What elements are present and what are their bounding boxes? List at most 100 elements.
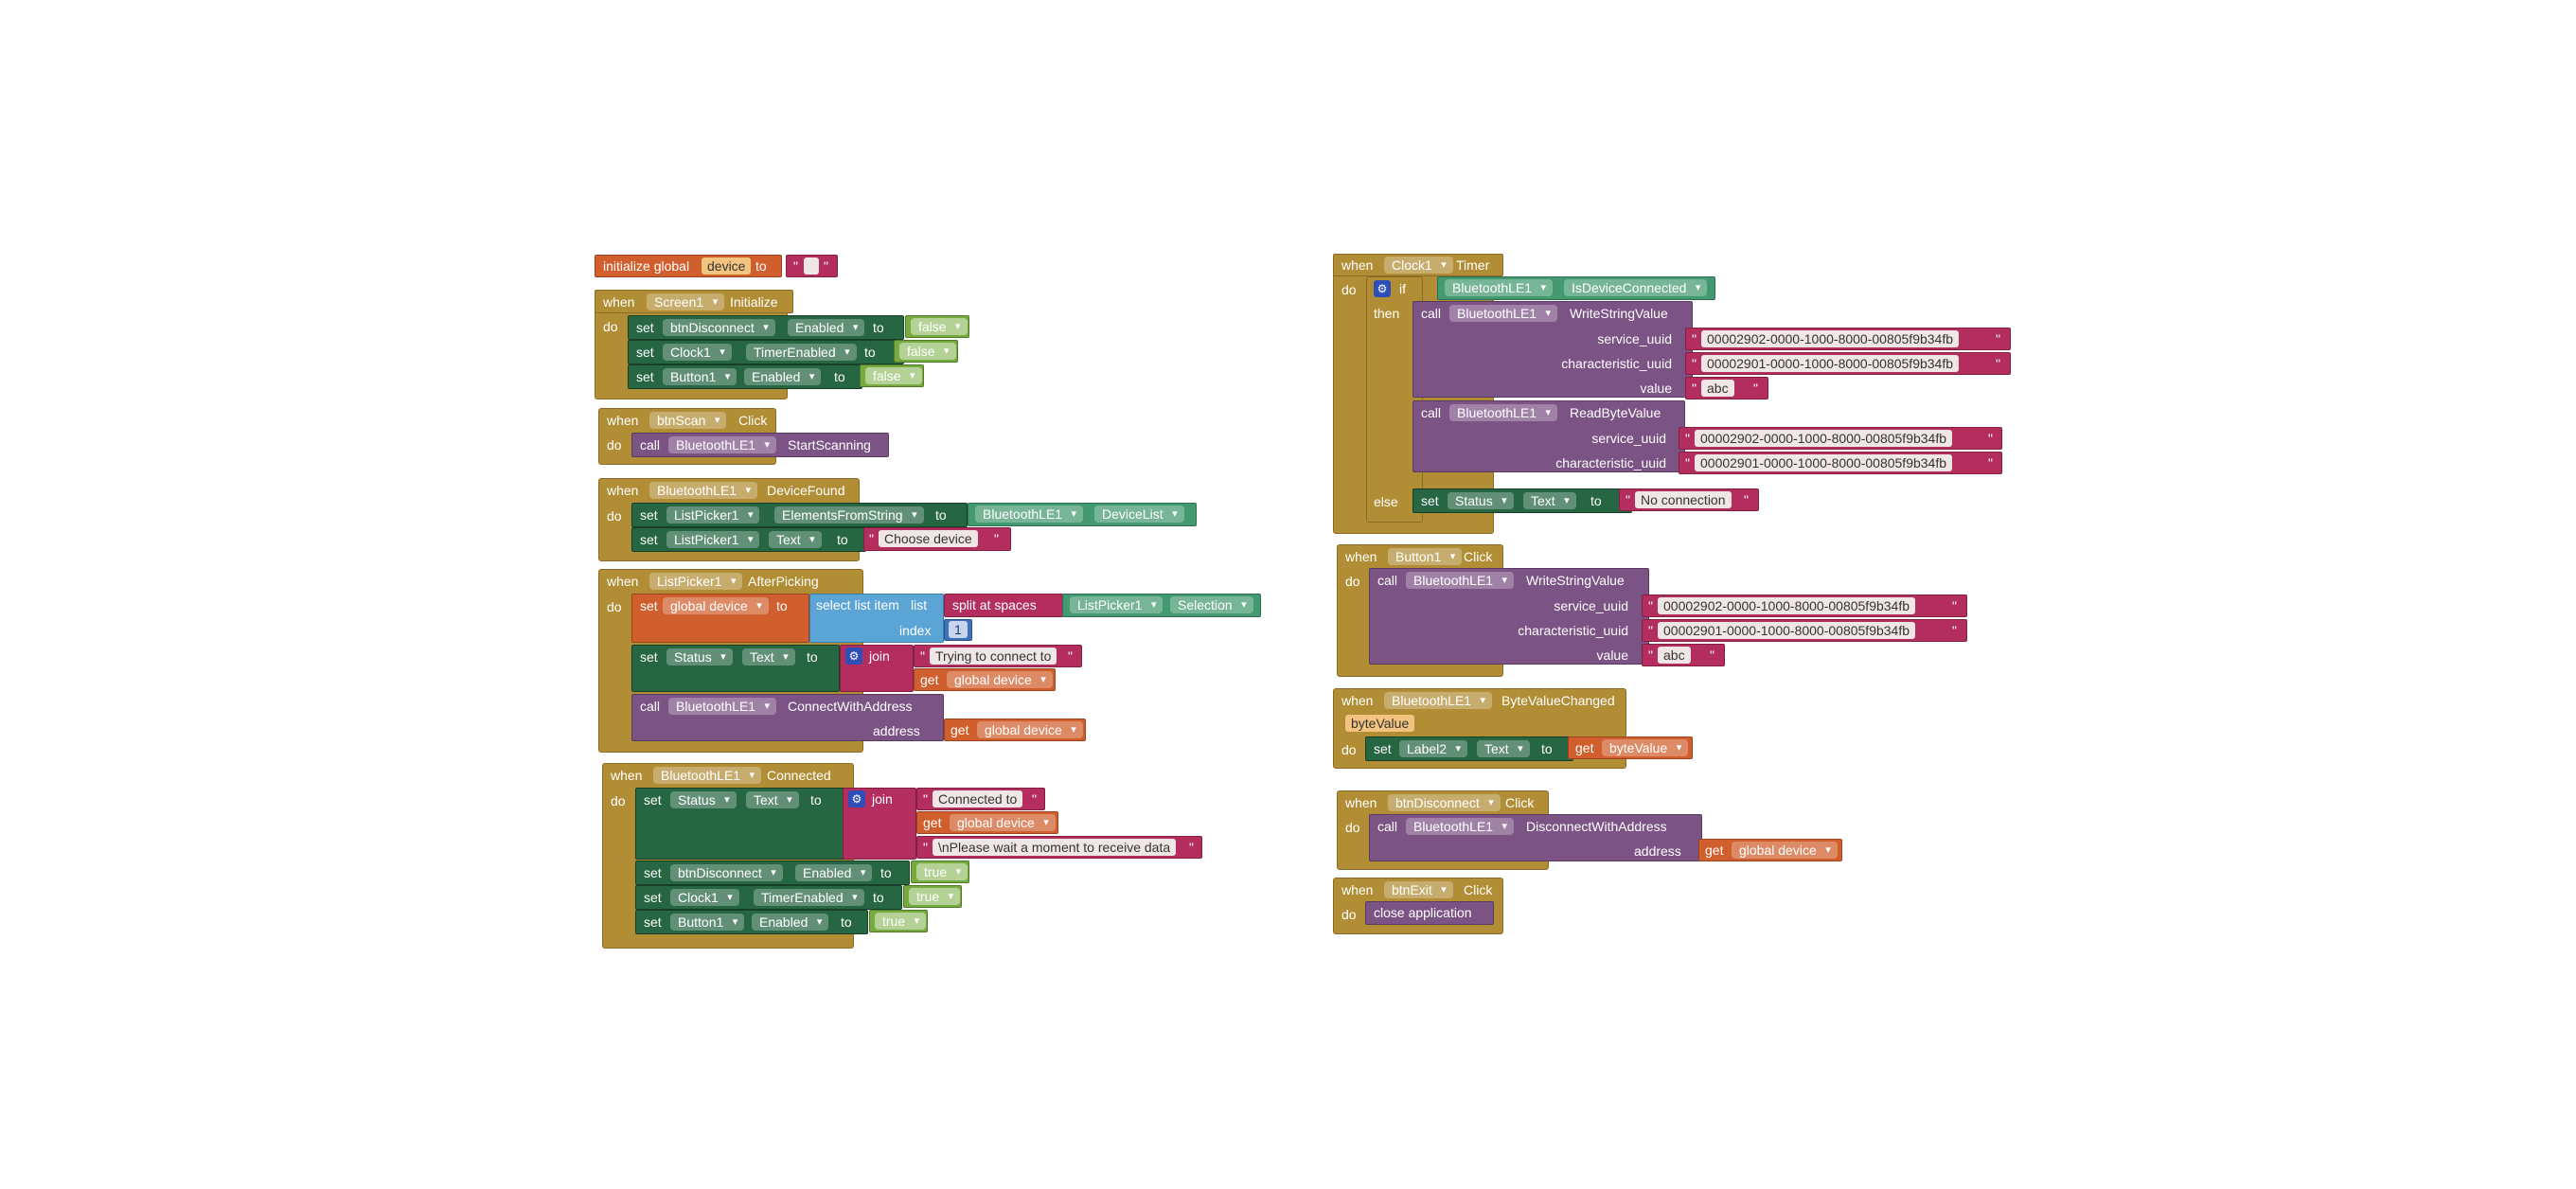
- split-at-spaces-block[interactable]: [944, 594, 1063, 617]
- component-dropdown[interactable]: BluetoothLE1: [653, 767, 762, 784]
- screen1-component-dropdown[interactable]: Screen1: [647, 293, 725, 311]
- text-literal[interactable]: No connection: [1635, 491, 1732, 508]
- property-dropdown[interactable]: Text: [742, 648, 795, 665]
- component-dropdown[interactable]: Clock1: [1384, 257, 1453, 274]
- component-dropdown[interactable]: btnExit: [1384, 881, 1453, 898]
- select-list-item-block[interactable]: [809, 594, 944, 643]
- component-dropdown[interactable]: ListPicker1: [1070, 596, 1164, 613]
- text-literal[interactable]: Connected to: [933, 790, 1023, 807]
- variable-dropdown[interactable]: global device: [1732, 842, 1838, 859]
- service-uuid-literal[interactable]: 00002902-0000-1000-8000-00805f9b34fb: [1658, 597, 1916, 614]
- service-uuid-literal[interactable]: 00002902-0000-1000-8000-00805f9b34fb: [1701, 330, 1960, 347]
- variable-dropdown[interactable]: global device: [950, 814, 1056, 831]
- text-literal[interactable]: \nPlease wait a moment to receive data: [933, 839, 1177, 856]
- characteristic-uuid-literal[interactable]: 00002901-0000-1000-8000-00805f9b34fb: [1658, 622, 1916, 639]
- property-dropdown[interactable]: Enabled: [795, 864, 873, 881]
- component-dropdown[interactable]: BluetoothLE1: [668, 436, 777, 453]
- component-dropdown[interactable]: Button1: [670, 914, 745, 931]
- characteristic-uuid-literal[interactable]: 00002901-0000-1000-8000-00805f9b34fb: [1695, 454, 1953, 471]
- set-label: set: [1374, 741, 1392, 756]
- component-dropdown[interactable]: btnDisconnect: [1388, 794, 1501, 811]
- component-dropdown[interactable]: btnDisconnect: [663, 319, 775, 336]
- call-label: call: [1421, 405, 1442, 420]
- property-dropdown[interactable]: Text: [769, 531, 822, 548]
- component-dropdown[interactable]: BluetoothLE1: [649, 482, 758, 499]
- select-list-item-label: select list item: [816, 597, 899, 612]
- property-dropdown[interactable]: Text: [1523, 492, 1576, 509]
- component-dropdown[interactable]: ListPicker1: [666, 506, 760, 524]
- component-dropdown[interactable]: BluetoothLE1: [1406, 572, 1515, 589]
- bool-dropdown[interactable]: true: [909, 888, 961, 905]
- service-uuid-literal[interactable]: 00002902-0000-1000-8000-00805f9b34fb: [1695, 430, 1953, 447]
- component-dropdown[interactable]: BluetoothLE1: [1384, 692, 1493, 709]
- set-label: set: [644, 865, 662, 880]
- component-dropdown[interactable]: BluetoothLE1: [1406, 818, 1515, 835]
- component-dropdown[interactable]: Label2: [1399, 740, 1468, 757]
- property-dropdown[interactable]: IsDeviceConnected: [1564, 279, 1708, 296]
- bool-dropdown[interactable]: true: [875, 913, 927, 930]
- variable-dropdown[interactable]: global device: [947, 671, 1053, 688]
- component-dropdown[interactable]: Status: [1448, 492, 1514, 509]
- property-dropdown[interactable]: Text: [746, 791, 799, 808]
- gear-icon[interactable]: ⚙: [848, 790, 865, 807]
- component-dropdown[interactable]: BluetoothLE1: [975, 506, 1084, 523]
- text-literal[interactable]: Choose device: [879, 530, 978, 547]
- method-name: ReadByteValue: [1570, 405, 1661, 420]
- value-literal[interactable]: abc: [1658, 647, 1691, 664]
- gear-icon[interactable]: ⚙: [1374, 280, 1391, 297]
- init-global-var-name[interactable]: device: [702, 257, 752, 275]
- component-dropdown[interactable]: Clock1: [670, 889, 739, 906]
- variable-dropdown[interactable]: global device: [663, 597, 769, 614]
- property-dropdown[interactable]: TimerEnabled: [754, 889, 864, 906]
- quote-l: ": [1648, 648, 1653, 663]
- bool-dropdown[interactable]: false: [899, 343, 956, 360]
- do-label: do: [603, 319, 618, 334]
- property-dropdown[interactable]: Enabled: [788, 319, 865, 336]
- component-dropdown[interactable]: ListPicker1: [666, 531, 760, 548]
- component-dropdown[interactable]: ListPicker1: [649, 573, 743, 590]
- value-literal[interactable]: abc: [1701, 380, 1734, 397]
- initialize-event-name: Initialize: [730, 294, 778, 310]
- event-name: Click: [1505, 795, 1535, 810]
- component-dropdown[interactable]: Button1: [1388, 548, 1463, 565]
- component-dropdown[interactable]: Clock1: [663, 344, 732, 361]
- property-dropdown[interactable]: Enabled: [752, 914, 829, 931]
- quote-r: ": [1710, 648, 1714, 663]
- property-dropdown[interactable]: Selection: [1170, 596, 1253, 613]
- close-application-block[interactable]: [1365, 901, 1494, 925]
- property-dropdown[interactable]: DeviceList: [1094, 506, 1184, 523]
- to-label: to: [864, 345, 876, 360]
- component-dropdown[interactable]: BluetoothLE1: [1449, 305, 1558, 322]
- text-literal[interactable]: Trying to connect to: [930, 648, 1057, 665]
- characteristic-uuid-literal[interactable]: 00002901-0000-1000-8000-00805f9b34fb: [1701, 355, 1960, 372]
- method-name: StartScanning: [788, 437, 871, 453]
- gear-icon[interactable]: ⚙: [845, 648, 862, 665]
- quote-l: ": [869, 531, 874, 546]
- variable-dropdown[interactable]: global device: [977, 721, 1083, 738]
- set-label: set: [644, 792, 662, 807]
- init-global-empty-text[interactable]: [804, 257, 819, 275]
- component-dropdown[interactable]: BluetoothLE1: [1445, 279, 1554, 296]
- do-label: do: [1341, 907, 1357, 922]
- quote-r: ": [1988, 431, 1993, 446]
- event-parameter[interactable]: byteValue: [1345, 715, 1415, 732]
- component-dropdown[interactable]: Button1: [663, 368, 737, 385]
- property-dropdown[interactable]: Enabled: [744, 368, 822, 385]
- component-dropdown[interactable]: btnScan: [649, 412, 727, 429]
- bool-dropdown[interactable]: true: [916, 863, 968, 880]
- when-label: when: [611, 768, 643, 783]
- component-dropdown[interactable]: BluetoothLE1: [1449, 404, 1558, 421]
- bool-dropdown[interactable]: false: [865, 367, 922, 384]
- component-dropdown[interactable]: Status: [666, 648, 733, 665]
- property-dropdown[interactable]: Text: [1477, 740, 1530, 757]
- variable-dropdown[interactable]: byteValue: [1602, 739, 1689, 756]
- do-label: do: [607, 437, 622, 453]
- property-dropdown[interactable]: ElementsFromString: [774, 506, 924, 524]
- bool-dropdown[interactable]: false: [911, 318, 968, 335]
- number-literal[interactable]: 1: [949, 621, 968, 638]
- property-dropdown[interactable]: TimerEnabled: [746, 344, 857, 361]
- component-dropdown[interactable]: btnDisconnect: [670, 864, 783, 881]
- component-dropdown[interactable]: Status: [670, 791, 737, 808]
- component-dropdown[interactable]: BluetoothLE1: [668, 698, 777, 715]
